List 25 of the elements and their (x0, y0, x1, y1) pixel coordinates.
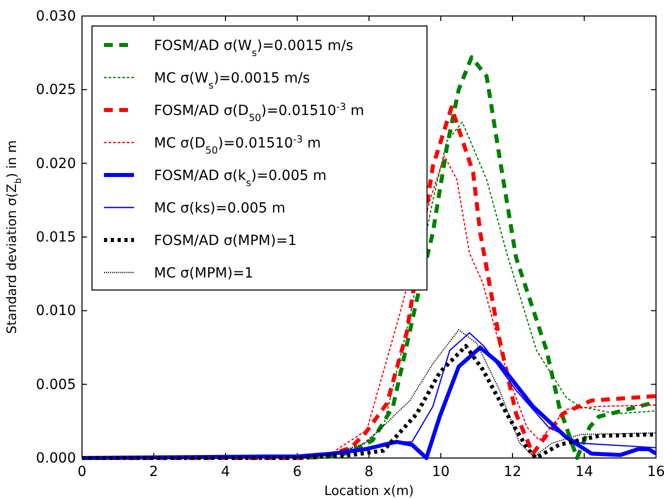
y-tick-label: 0.010 (36, 303, 76, 320)
x-axis-title: Location x(m) (324, 484, 414, 499)
legend-label: MC σ(MPM)=1 (154, 266, 254, 282)
x-tick-label: 10 (432, 464, 450, 480)
y-tick-label: 0.005 (36, 376, 76, 393)
x-tick-label: 16 (647, 464, 664, 480)
x-tick-label: 8 (364, 464, 374, 480)
x-tick-label: 6 (292, 464, 302, 480)
legend-label: MC σ(ks)=0.005 m (154, 200, 286, 216)
x-tick-label: 12 (504, 464, 522, 480)
legend-label: FOSM/AD σ(k$_{s}$)=0.005 m (154, 168, 326, 188)
legend-label: FOSM/AD σ(D$_{50}$)=0.01510$^{-3}$ m (154, 102, 364, 124)
x-tick-label: 2 (149, 464, 158, 480)
legend-label: FOSM/AD σ(MPM)=1 (154, 233, 297, 249)
y-tick-label: 0.015 (36, 229, 76, 246)
legend-label: MC σ(D$_{50}$)=0.01510$^{-3}$ m (154, 134, 321, 156)
x-tick-label: 4 (221, 464, 230, 480)
y-tick-label: 0.025 (36, 82, 76, 98)
y-tick-label: 0.000 (36, 450, 76, 466)
x-tick-label: 0 (78, 464, 86, 480)
y-tick-label: 0.020 (36, 156, 76, 172)
y-tick-label: 0.030 (36, 8, 76, 24)
legend-label: MC σ(W$_{s}$)=0.0015 m/s (154, 70, 310, 91)
legend-label: FOSM/AD σ(W$_{s}$)=0.0015 m/s (154, 38, 354, 58)
x-tick-label: 14 (575, 464, 594, 480)
